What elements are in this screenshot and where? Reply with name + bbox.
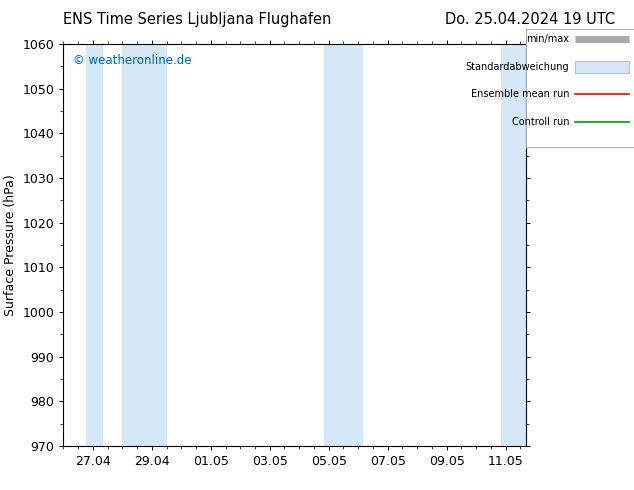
Y-axis label: Surface Pressure (hPa): Surface Pressure (hPa) xyxy=(4,174,17,316)
FancyBboxPatch shape xyxy=(526,29,634,147)
Bar xyxy=(86,44,103,446)
Bar xyxy=(344,44,363,446)
FancyBboxPatch shape xyxy=(574,61,628,73)
Text: ENS Time Series Ljubljana Flughafen: ENS Time Series Ljubljana Flughafen xyxy=(63,12,332,27)
Text: min/max: min/max xyxy=(526,34,569,44)
Text: Standardabweichung: Standardabweichung xyxy=(466,62,569,72)
Text: © weatheronline.de: © weatheronline.de xyxy=(73,54,191,67)
Text: Controll run: Controll run xyxy=(512,117,569,126)
Text: Do. 25.04.2024 19 UTC: Do. 25.04.2024 19 UTC xyxy=(445,12,615,27)
Bar xyxy=(122,44,167,446)
Bar xyxy=(324,44,344,446)
Bar xyxy=(501,44,526,446)
Text: Ensemble mean run: Ensemble mean run xyxy=(471,89,569,99)
